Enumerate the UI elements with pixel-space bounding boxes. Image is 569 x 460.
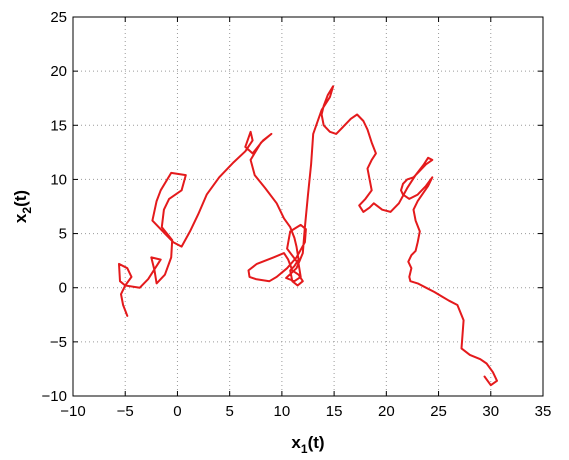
y-tick-label: 25 [50, 9, 67, 26]
x-axis-label-suffix: (t) [308, 433, 325, 452]
y-axis-label: x2(t) [11, 190, 34, 223]
y-tick-label: 20 [50, 63, 67, 80]
x-axis-label-base: x [291, 433, 301, 452]
x-tick-label: −10 [60, 403, 85, 420]
y-tick-label: 0 [59, 280, 67, 297]
y-axis-label-subscript: 2 [20, 207, 34, 214]
x-tick-label: 30 [482, 403, 499, 420]
y-tick-label: −5 [50, 334, 67, 351]
y-tick-label: 5 [59, 226, 67, 243]
x-tick-label: 35 [535, 403, 552, 420]
y-axis-label-suffix: (t) [11, 190, 30, 207]
x-axis-label: x1(t) [291, 433, 324, 456]
x-tick-label: 15 [326, 403, 343, 420]
y-tick-label: −10 [42, 388, 67, 405]
x-tick-label: 25 [430, 403, 447, 420]
y-axis-label-base: x [11, 213, 30, 223]
x-tick-label: 10 [274, 403, 291, 420]
tick-labels: −10 −5 0 5 10 15 20 25 30 35 −10 −5 0 5 10 15 20 25 [42, 9, 552, 420]
x-tick-label: 0 [173, 403, 181, 420]
x-tick-label: 20 [378, 403, 395, 420]
series-line [118, 85, 498, 387]
plot-frame [72, 16, 544, 397]
x-axis-label-subscript: 1 [301, 442, 308, 456]
axis-ticks [72, 16, 544, 397]
x-tick-label: 5 [225, 403, 233, 420]
y-tick-label: 10 [50, 171, 67, 188]
x-tick-label: −5 [117, 403, 134, 420]
y-tick-label: 15 [50, 117, 67, 134]
